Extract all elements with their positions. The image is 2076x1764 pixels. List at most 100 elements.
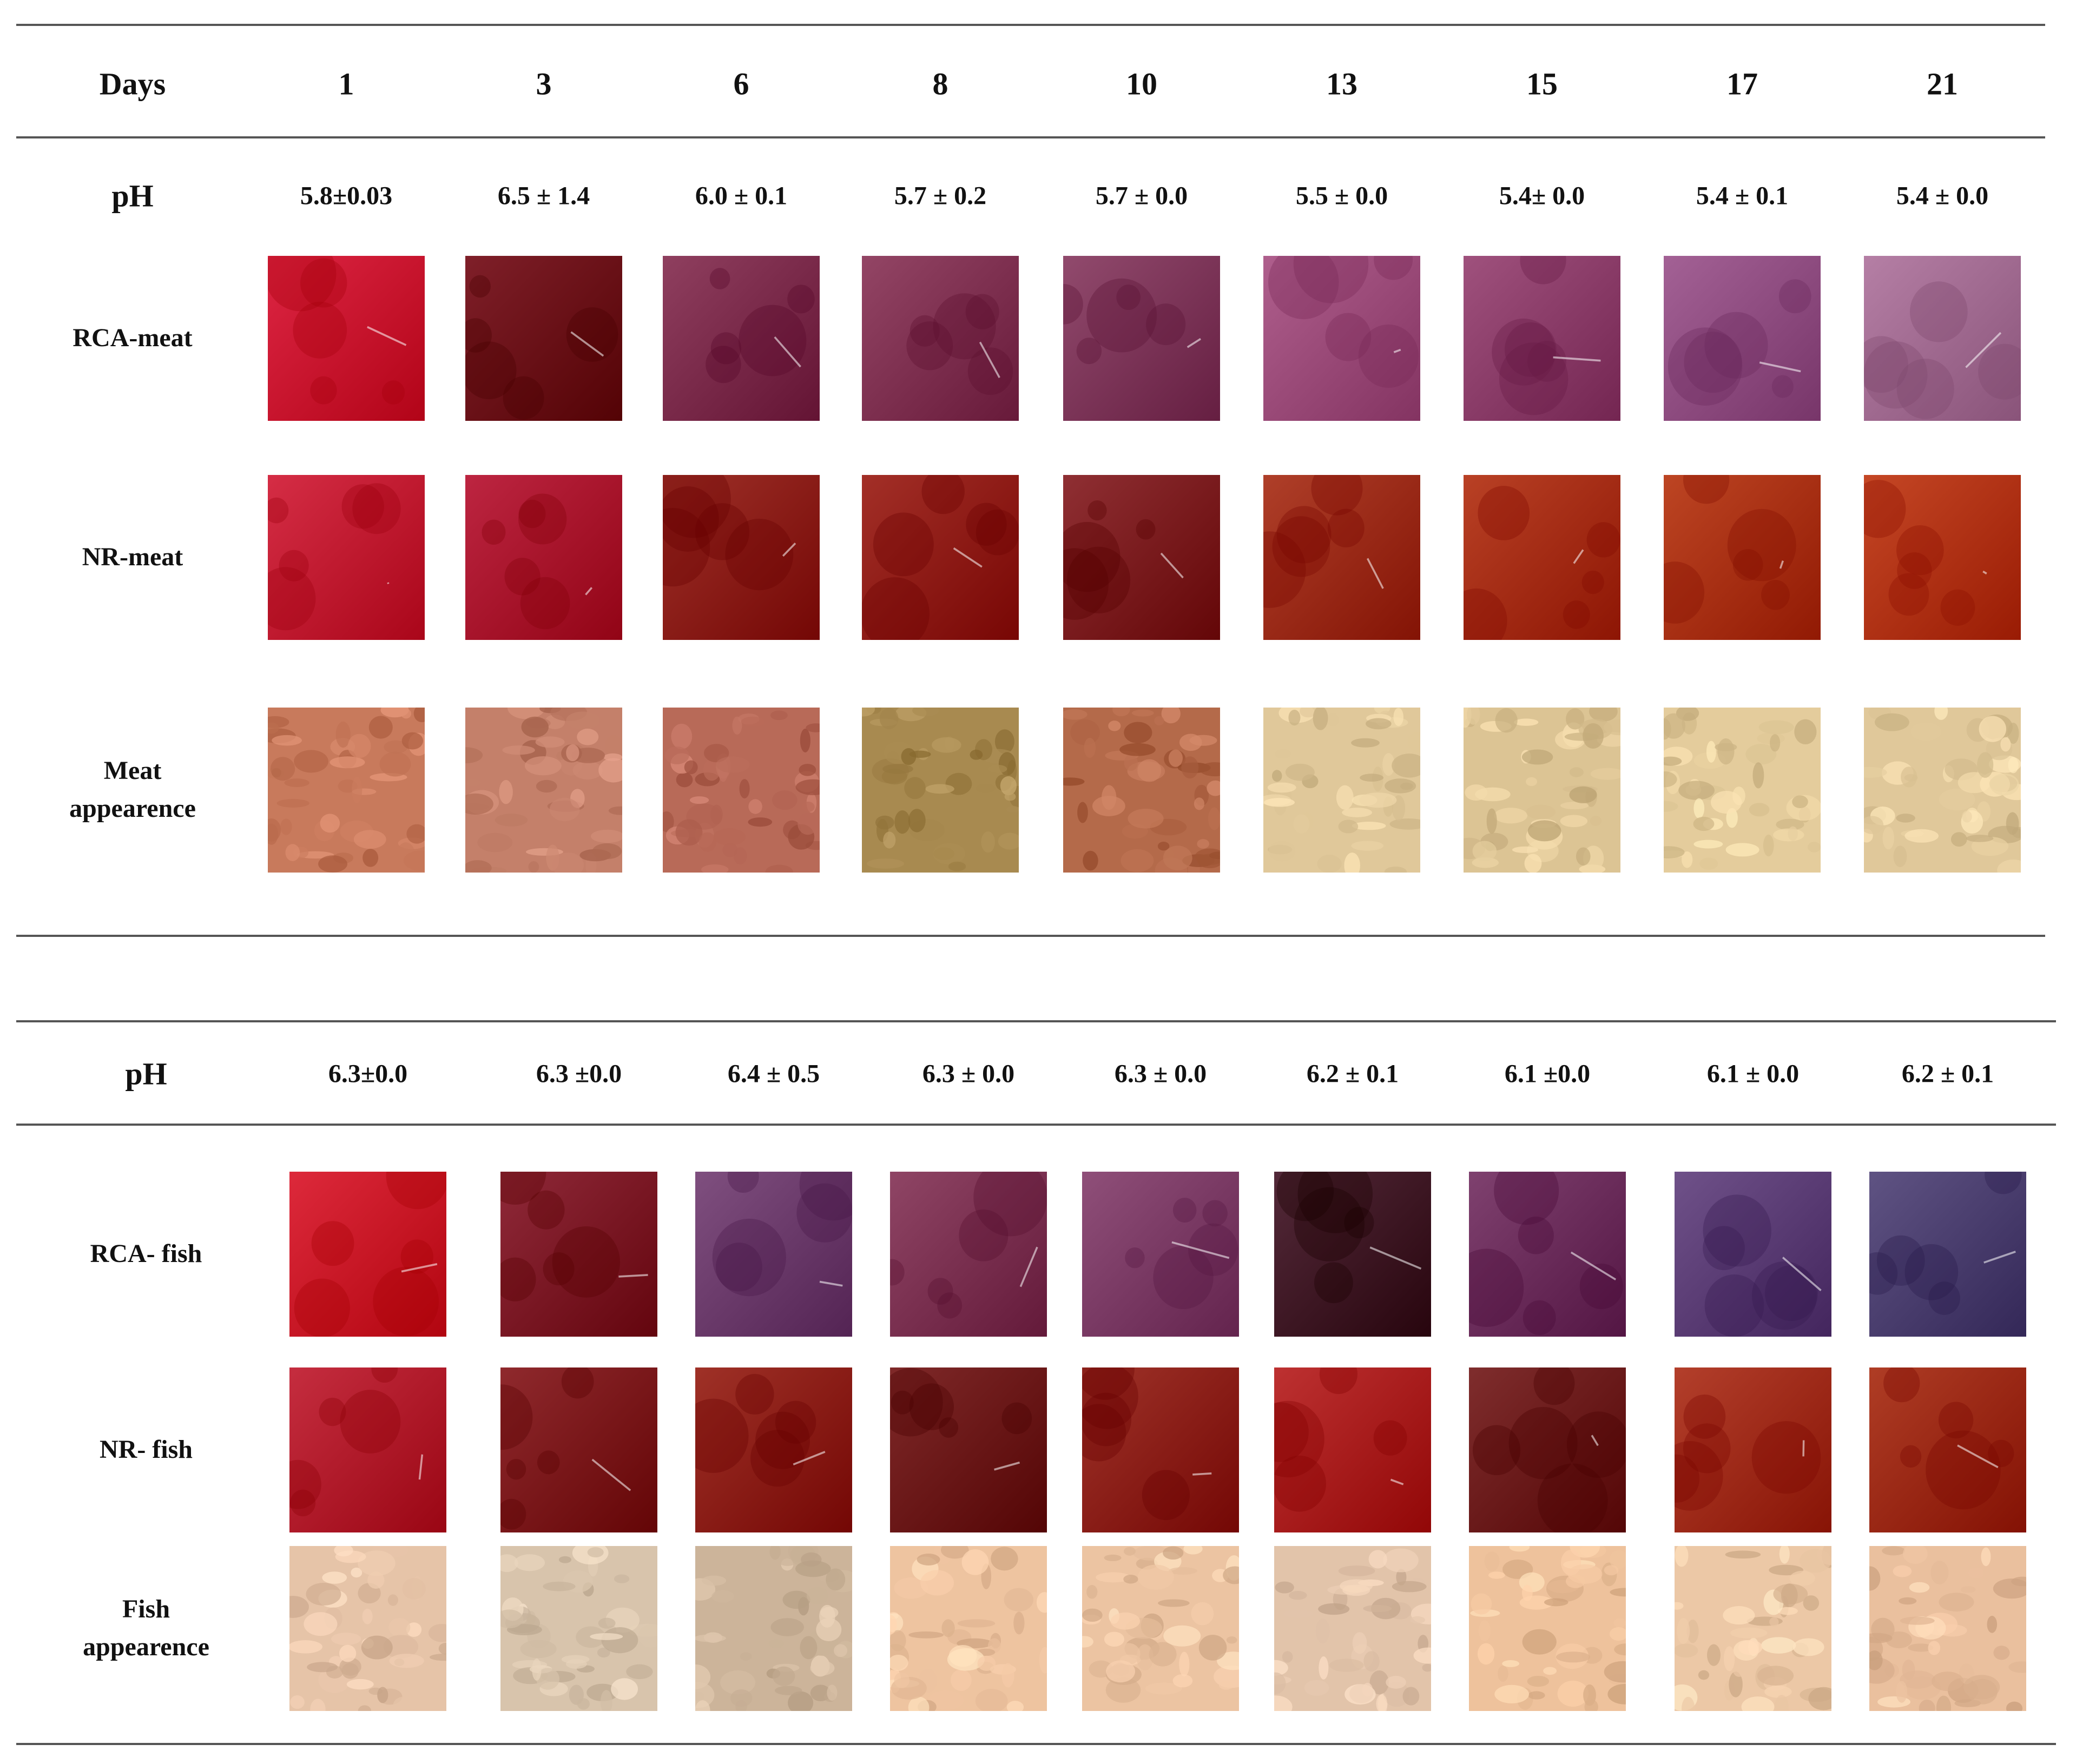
fish-row-label: Fish appearence — [83, 1590, 209, 1666]
meat-sample-photo — [1263, 707, 1420, 873]
fish-row-label: RCA- fish — [90, 1235, 202, 1273]
days-header: Days — [99, 66, 166, 102]
fish-sample-photo — [1082, 1545, 1239, 1711]
meat-sample-photo — [1464, 707, 1620, 873]
row-label-line: appearence — [69, 794, 196, 823]
fish-sample-photo — [1274, 1367, 1431, 1532]
meat-ph-value: 5.7 ± 0.0 — [1095, 181, 1188, 210]
meat-sample-photo — [1864, 707, 2021, 873]
fish-sample-photo — [289, 1171, 446, 1337]
fish-sample-photo — [890, 1545, 1047, 1711]
day-header: 21 — [1927, 66, 1958, 102]
day-header: 13 — [1326, 66, 1357, 102]
meat-sample-photo — [1263, 474, 1420, 640]
fish-sample-photo — [1869, 1545, 2026, 1711]
meat-ph-value: 5.4 ± 0.0 — [1896, 181, 1989, 210]
meat-sample-photo — [1464, 255, 1620, 421]
fish-sample-photo — [1675, 1171, 1831, 1337]
meat-sample-photo — [1063, 707, 1220, 873]
meat-sample-photo — [862, 707, 1019, 873]
meat-ph-label: pH — [111, 178, 154, 214]
fish-ph-value: 6.2 ± 0.1 — [1901, 1059, 1994, 1088]
fish-sample-photo — [1469, 1367, 1626, 1532]
meat-ph-value: 5.4± 0.0 — [1499, 181, 1585, 210]
meat-sample-photo — [268, 474, 425, 640]
fish-header-rule — [16, 1124, 2056, 1126]
meat-ph-value: 6.0 ± 0.1 — [695, 181, 788, 210]
fish-ph-value: 6.3 ± 0.0 — [922, 1059, 1015, 1088]
fish-ph-label: pH — [125, 1056, 167, 1092]
fish-sample-photo — [289, 1545, 446, 1711]
fish-sample-photo — [695, 1171, 852, 1337]
meat-row-label: RCA-meat — [73, 319, 192, 357]
fish-sample-photo — [1869, 1171, 2026, 1337]
meat-ph-value: 5.5 ± 0.0 — [1295, 181, 1388, 210]
day-header: 8 — [932, 66, 948, 102]
meat-sample-photo — [465, 255, 622, 421]
fish-sample-photo — [890, 1367, 1047, 1532]
meat-sample-photo — [1864, 474, 2021, 640]
fish-sample-photo — [1675, 1545, 1831, 1711]
fish-ph-value: 6.3 ±0.0 — [536, 1059, 622, 1088]
meat-row-label: Meat appearence — [69, 752, 196, 828]
fish-ph-value: 6.3±0.0 — [328, 1059, 408, 1088]
fish-sample-photo — [289, 1367, 446, 1532]
fish-sample-photo — [1869, 1367, 2026, 1532]
meat-ph-value: 5.8±0.03 — [300, 181, 393, 210]
meat-sample-photo — [862, 474, 1019, 640]
day-header: 17 — [1726, 66, 1758, 102]
meat-sample-photo — [663, 707, 820, 873]
fish-sample-photo — [500, 1545, 657, 1711]
fish-table-bottom-rule — [16, 1743, 2056, 1745]
meat-sample-photo — [465, 707, 622, 873]
meat-sample-photo — [663, 474, 820, 640]
fish-sample-photo — [1469, 1545, 1626, 1711]
meat-sample-photo — [1664, 255, 1821, 421]
meat-header-rule — [16, 136, 2045, 138]
fish-ph-value: 6.3 ± 0.0 — [1114, 1059, 1207, 1088]
meat-ph-value: 6.5 ± 1.4 — [497, 181, 590, 210]
day-header: 6 — [733, 66, 749, 102]
day-header: 10 — [1126, 66, 1157, 102]
row-label-line: Meat — [103, 756, 162, 785]
fish-ph-value: 6.1 ± 0.0 — [1706, 1059, 1800, 1088]
row-label-line: NR- fish — [99, 1435, 193, 1464]
row-label-line: appearence — [83, 1633, 209, 1661]
meat-sample-photo — [1263, 255, 1420, 421]
meat-sample-photo — [1664, 474, 1821, 640]
fish-ph-value: 6.1 ±0.0 — [1504, 1059, 1591, 1088]
meat-table-top-rule — [16, 24, 2045, 26]
fish-table-top-rule — [16, 1020, 2056, 1022]
meat-row-label: NR-meat — [82, 538, 183, 576]
fish-sample-photo — [695, 1367, 852, 1532]
fish-sample-photo — [695, 1545, 852, 1711]
fish-sample-photo — [1274, 1171, 1431, 1337]
meat-sample-photo — [1464, 474, 1620, 640]
day-header: 15 — [1526, 66, 1558, 102]
meat-sample-photo — [862, 255, 1019, 421]
fish-sample-photo — [890, 1171, 1047, 1337]
fish-sample-photo — [1082, 1171, 1239, 1337]
fish-sample-photo — [1675, 1367, 1831, 1532]
fish-ph-value: 6.4 ± 0.5 — [727, 1059, 820, 1088]
meat-sample-photo — [268, 707, 425, 873]
fish-sample-photo — [1274, 1545, 1431, 1711]
meat-ph-value: 5.4 ± 0.1 — [1696, 181, 1789, 210]
meat-sample-photo — [663, 255, 820, 421]
meat-sample-photo — [1063, 474, 1220, 640]
fish-sample-photo — [1082, 1367, 1239, 1532]
day-header: 1 — [338, 66, 354, 102]
day-header: 3 — [536, 66, 552, 102]
fish-sample-photo — [500, 1171, 657, 1337]
row-label-line: RCA- fish — [90, 1239, 202, 1268]
meat-sample-photo — [1864, 255, 2021, 421]
fish-sample-photo — [1469, 1171, 1626, 1337]
meat-sample-photo — [1063, 255, 1220, 421]
row-label-line: NR-meat — [82, 543, 183, 571]
meat-sample-photo — [268, 255, 425, 421]
fish-row-label: NR- fish — [100, 1431, 193, 1469]
fish-sample-photo — [500, 1367, 657, 1532]
row-label-line: RCA-meat — [73, 323, 193, 352]
meat-ph-value: 5.7 ± 0.2 — [894, 181, 987, 210]
meat-sample-photo — [1664, 707, 1821, 873]
